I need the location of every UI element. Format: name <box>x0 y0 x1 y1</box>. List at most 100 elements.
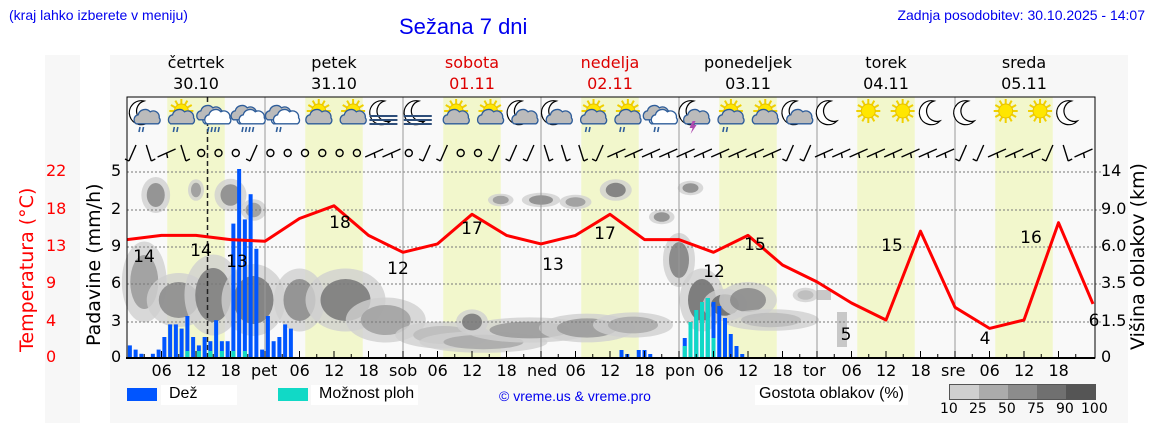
x-tick-label: 18 <box>220 361 241 380</box>
cloud-shape <box>614 108 642 125</box>
x-tick-label: 12 <box>876 361 897 380</box>
wind-barb <box>364 148 384 159</box>
sun-ray <box>1008 100 1013 106</box>
cloud-blob-core <box>492 195 509 205</box>
barb-shaft <box>249 144 258 162</box>
barb-flag <box>955 158 960 162</box>
axis-tick-label: 9 <box>46 273 57 292</box>
shower-bar <box>185 351 190 358</box>
x-tick-label: pet <box>251 361 278 380</box>
sun-ray <box>496 104 502 109</box>
cloud-rain-icon <box>642 104 678 133</box>
wind-barb <box>728 148 747 159</box>
copyright-link[interactable]: © vreme.us & vreme.pro <box>499 388 651 404</box>
wind-barb <box>1074 148 1093 159</box>
rain-bar <box>156 349 161 358</box>
rain-drop <box>141 126 145 133</box>
sun-ray <box>461 104 468 109</box>
barb-shaft <box>145 144 152 162</box>
barb-shaft <box>526 144 535 162</box>
rain-bar <box>260 349 265 358</box>
cloud-shape <box>476 108 505 125</box>
barb-flag <box>633 152 636 159</box>
barb-flag <box>505 158 510 162</box>
wind-barb <box>300 148 310 158</box>
day-date: 03.11 <box>725 74 771 93</box>
barb-flag <box>857 152 861 159</box>
barb-flag <box>782 158 787 162</box>
wind-barb <box>935 148 955 159</box>
sun-ray <box>445 104 451 109</box>
wind-barb <box>318 148 327 158</box>
wind-barb <box>505 144 518 162</box>
sun-ray <box>324 104 330 109</box>
sun-ray <box>873 104 880 109</box>
calm-circle <box>352 148 362 158</box>
barb-shaft <box>543 144 550 162</box>
wind-barb <box>578 144 589 162</box>
rain-bar <box>248 194 253 358</box>
cloud-blob-core <box>741 312 801 328</box>
barb-flag <box>548 158 554 162</box>
rain-drop <box>588 126 591 133</box>
shower-bar <box>700 302 704 358</box>
x-tick-label: 06 <box>703 361 724 380</box>
moon-icon <box>918 100 943 126</box>
moon-shape <box>815 100 839 126</box>
cloud-shape <box>650 108 678 125</box>
rain-bar <box>283 324 288 358</box>
wind-barb <box>624 148 643 159</box>
barb-shaft <box>958 144 968 162</box>
wind-barb <box>955 144 968 162</box>
temperature-label: 13 <box>542 255 564 275</box>
sun-disc <box>1032 103 1048 119</box>
sun-ray <box>321 100 326 106</box>
calm-circle <box>456 148 465 158</box>
wind-barb <box>710 148 730 159</box>
axis-tick-label: 9.0 <box>1101 199 1127 218</box>
wind-barb <box>762 148 782 159</box>
barb-shaft <box>1045 144 1054 162</box>
rain-drop <box>217 126 220 133</box>
sun-ray <box>186 104 193 109</box>
temperature-label: 4 <box>980 329 991 349</box>
sun-cloud-icon <box>442 99 470 125</box>
barb-flag <box>684 152 688 159</box>
axis-tick-label: 3.5 <box>1101 273 1127 292</box>
cloud-blob-core <box>730 288 766 312</box>
calm-circle <box>473 148 483 158</box>
temperature-label: 14 <box>133 247 155 267</box>
cloud-shape <box>786 108 814 125</box>
x-tick-label: sre <box>941 361 966 380</box>
cloud-blob-core <box>653 212 670 222</box>
moon-icon <box>953 100 977 126</box>
barb-flag <box>1041 158 1047 162</box>
x-tick-label: 12 <box>186 361 207 380</box>
cloud-shape <box>751 108 780 125</box>
sun-ray <box>174 100 179 106</box>
day-name: sobota <box>444 53 500 72</box>
x-tick-label: tor <box>803 361 826 380</box>
temperature-axis-title: Temperatura (°C) <box>16 187 38 352</box>
rain-bar <box>214 320 219 358</box>
barb-flag <box>591 158 597 162</box>
barb-shaft <box>560 144 568 162</box>
moon-shape <box>918 100 943 126</box>
x-tick-label: 12 <box>462 361 483 380</box>
sun-ray <box>1029 113 1035 118</box>
rain-bar <box>254 248 259 358</box>
sun-ray <box>596 100 601 106</box>
rain-drop <box>206 126 210 133</box>
sun-icon <box>993 99 1018 123</box>
rain-drop <box>251 126 255 133</box>
barb-flag <box>702 152 705 159</box>
cloud-shape <box>511 108 539 125</box>
rain-bar <box>265 316 270 358</box>
cloud-shape <box>442 108 470 125</box>
day-date: 02.11 <box>587 74 633 93</box>
day-name: četrtek <box>167 53 225 72</box>
axis-tick-label: 6.0 <box>1101 236 1127 255</box>
wind-barb <box>849 148 868 159</box>
day-date: 30.10 <box>173 74 219 93</box>
